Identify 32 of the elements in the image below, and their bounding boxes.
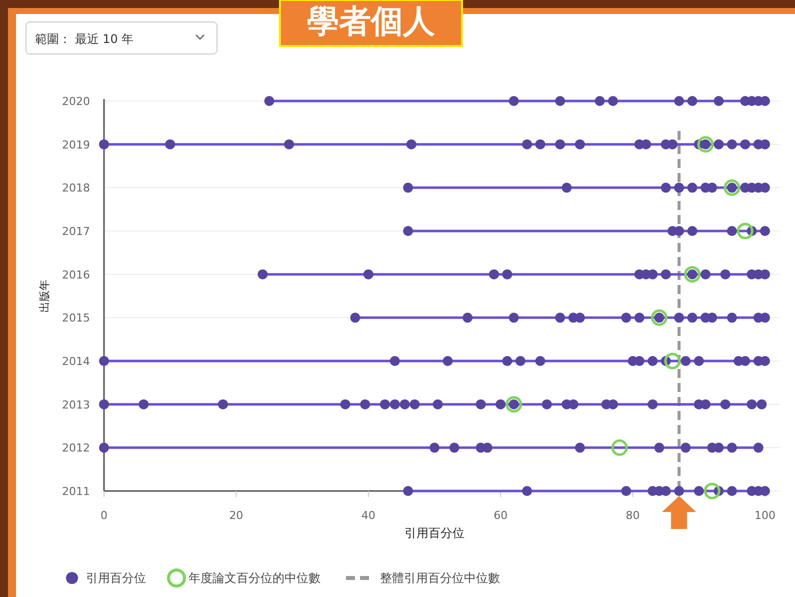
point <box>697 136 714 153</box>
y-tick-label: 2015 <box>62 312 90 325</box>
chart-subtitle: 範圍： 最近 10 年 <box>35 32 134 46</box>
x-axis-title: 引用百分位 <box>404 526 464 540</box>
legend-label: 引用百分位 <box>86 571 146 585</box>
point <box>704 482 720 500</box>
x-tick-label: 60 <box>494 509 508 522</box>
y-tick-label: 2019 <box>62 138 90 152</box>
x-tick-label: 0 <box>100 509 108 522</box>
y-tick-label: 2014 <box>62 355 90 368</box>
y-tick-label: 2016 <box>62 268 90 282</box>
x-tick-label: 80 <box>626 509 640 522</box>
point <box>736 222 754 240</box>
y-tick-label: 2012 <box>62 442 90 455</box>
y-tick-label: 2017 <box>62 225 90 238</box>
chart-title: 學者個人 <box>307 2 436 40</box>
y-tick-label: 2011 <box>62 485 90 498</box>
legend-label: 整體引用百分位中位數 <box>380 571 500 585</box>
point <box>506 396 522 413</box>
x-tick-label: 40 <box>361 509 376 522</box>
legend-label: 年度論文百分位的中位數 <box>188 571 320 585</box>
point <box>650 309 668 326</box>
y-tick-label: 2018 <box>62 182 90 195</box>
y-axis-title: 出版年 <box>38 280 51 312</box>
y-tick-label: 2013 <box>62 398 90 412</box>
point <box>611 439 628 456</box>
point <box>724 179 740 196</box>
x-tick-label: 20 <box>229 509 244 522</box>
y-tick-label: 2020 <box>62 95 90 108</box>
point <box>684 266 701 283</box>
point <box>664 352 681 370</box>
x-tick-label: 100 <box>754 509 776 522</box>
